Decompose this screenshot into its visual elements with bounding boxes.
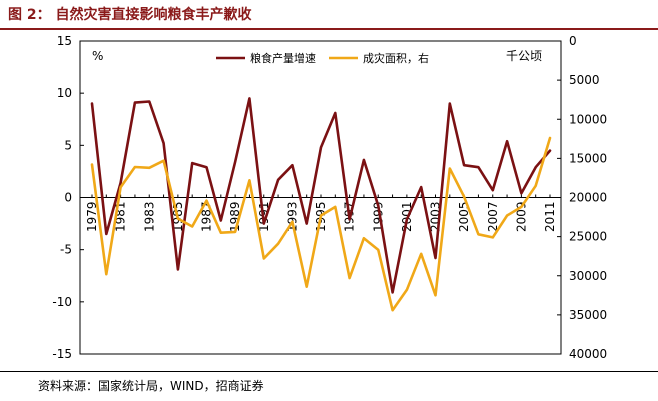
x-axis-tick-label: 2007 xyxy=(486,202,500,233)
left-axis-tick-label: 0 xyxy=(64,191,72,205)
source-rule xyxy=(0,371,658,372)
left-axis-tick-label: 5 xyxy=(64,138,72,152)
left-axis-tick-label: 10 xyxy=(57,86,72,100)
source-note: 资料来源：国家统计局，WIND，招商证券 xyxy=(38,379,264,393)
x-axis-tick-label: 1979 xyxy=(85,202,99,233)
left-axis-tick-label: -10 xyxy=(52,295,72,309)
right-axis-tick-label: 25000 xyxy=(569,230,607,244)
x-axis-tick-label: 1989 xyxy=(228,202,242,233)
disaster-area-line xyxy=(90,136,552,312)
left-axis-unit: % xyxy=(92,49,103,63)
right-axis-tick-label: 35000 xyxy=(569,308,607,322)
legend: 粮食产量增速 成灾面积，右 xyxy=(216,51,429,65)
right-axis-tick-label: 15000 xyxy=(569,151,607,165)
title-rule xyxy=(0,28,658,30)
x-axis-tick-label: 1993 xyxy=(285,202,299,233)
x-axis-tick-label: 2011 xyxy=(543,202,557,233)
left-axis-tick-label: -15 xyxy=(52,347,72,361)
right-axis-unit: 千公顷 xyxy=(506,49,542,63)
right-axis-tick-label: 20000 xyxy=(569,191,607,205)
left-axis-tick-label: 15 xyxy=(57,34,72,48)
legend-grain-label: 粮食产量增速 xyxy=(250,51,316,65)
right-axis-tick-label: 0 xyxy=(569,34,577,48)
figure-title: 图 2： 自然灾害直接影响粮食丰产歉收 xyxy=(8,7,252,23)
left-axis-tick-label: -5 xyxy=(60,243,72,257)
right-axis-tick-label: 40000 xyxy=(569,347,607,361)
x-axis-tick-label: 1983 xyxy=(142,202,156,233)
right-axis-tick-label: 5000 xyxy=(569,73,600,87)
legend-disaster-label: 成灾面积，右 xyxy=(363,51,429,65)
right-axis-tick-label: 30000 xyxy=(569,269,607,283)
x-axis-tick-label: 1987 xyxy=(200,202,214,233)
right-axis-tick-label: 10000 xyxy=(569,112,607,126)
